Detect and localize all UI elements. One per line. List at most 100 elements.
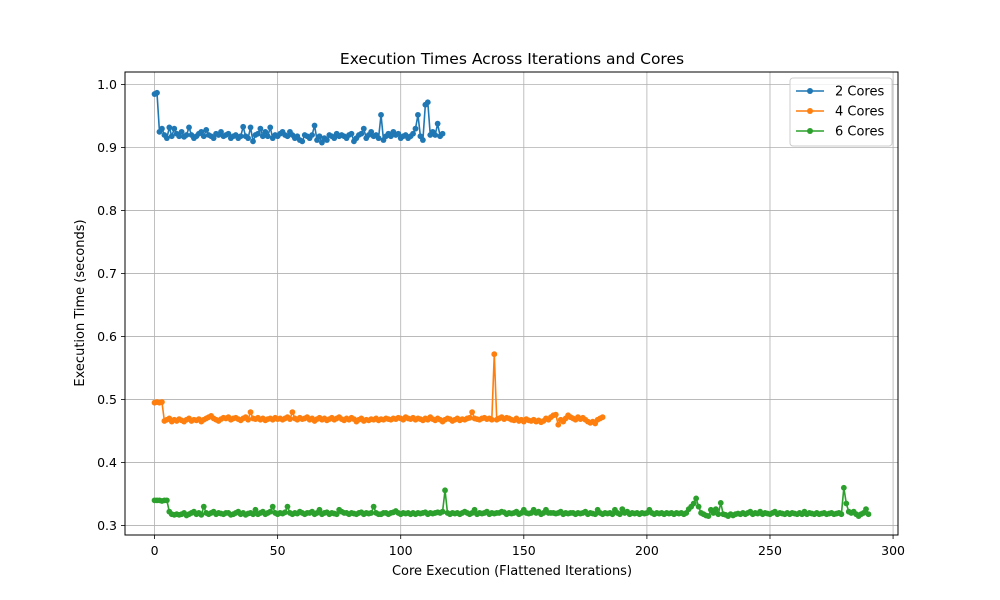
data-point xyxy=(471,506,478,513)
grid xyxy=(125,72,898,535)
data-point xyxy=(257,125,264,132)
data-point xyxy=(863,506,869,513)
data-point xyxy=(331,135,338,142)
data-point xyxy=(415,111,421,118)
x-tick-label: 0 xyxy=(151,543,159,558)
data-point xyxy=(259,133,266,140)
data-point xyxy=(469,409,476,416)
legend-label: 6 Cores xyxy=(835,125,884,140)
x-axis: 0 50 100 150 200 250 300 xyxy=(151,535,905,558)
x-tick-label: 250 xyxy=(758,543,782,558)
data-point xyxy=(267,508,274,515)
data-point xyxy=(368,510,375,516)
y-axis: 0.3 0.4 0.5 0.6 0.7 0.8 0.9 1.0 xyxy=(97,77,125,533)
data-point xyxy=(395,130,402,137)
data-point xyxy=(267,124,274,131)
data-point xyxy=(163,135,170,142)
legend: 2 Cores 4 Cores 6 Cores xyxy=(789,77,893,147)
x-axis-title: Core Execution (Flattened Iterations) xyxy=(392,564,632,579)
y-tick-label: 0.4 xyxy=(97,455,117,470)
plot-frame xyxy=(124,71,899,536)
data-point xyxy=(269,503,276,510)
data-point xyxy=(439,130,446,137)
data-point xyxy=(442,487,448,494)
data-point xyxy=(255,130,261,137)
data-point xyxy=(333,511,340,518)
data-point xyxy=(159,125,165,132)
data-point xyxy=(599,414,606,421)
data-point xyxy=(695,503,702,510)
data-point xyxy=(488,416,495,423)
x-tick-label: 100 xyxy=(389,543,413,558)
data-point xyxy=(616,511,623,518)
data-point xyxy=(299,138,306,145)
data-point xyxy=(323,137,330,143)
data-point xyxy=(178,128,185,135)
data-point xyxy=(370,503,377,510)
data-point xyxy=(183,132,190,138)
data-point xyxy=(705,513,712,519)
data-point xyxy=(360,125,367,132)
data-point xyxy=(245,135,251,142)
data-point xyxy=(210,135,217,142)
data-point xyxy=(247,409,254,416)
data-point xyxy=(247,124,254,131)
data-point xyxy=(466,414,473,421)
data-point xyxy=(171,125,178,132)
series-3 xyxy=(151,484,872,519)
x-tick-label: 150 xyxy=(512,543,536,558)
data-point xyxy=(552,411,559,418)
y-tick-label: 0.7 xyxy=(97,266,117,281)
series-1 xyxy=(151,89,446,146)
data-point xyxy=(690,500,697,507)
data-point xyxy=(838,511,845,518)
data-point xyxy=(555,421,562,428)
y-tick-label: 1.0 xyxy=(97,77,117,92)
data-point xyxy=(203,127,210,133)
x-tick-label: 50 xyxy=(270,543,286,558)
data-point xyxy=(166,124,173,131)
data-point xyxy=(154,89,160,96)
data-point xyxy=(237,133,244,140)
data-point xyxy=(717,499,724,506)
data-point xyxy=(434,120,441,127)
data-point xyxy=(311,122,318,129)
data-point xyxy=(316,506,323,513)
legend-marker xyxy=(807,108,813,114)
data-point xyxy=(840,484,847,491)
y-tick-label: 0.9 xyxy=(97,140,117,155)
data-point xyxy=(843,500,850,507)
legend-item: 6 Cores xyxy=(796,125,884,140)
legend-marker xyxy=(807,88,813,94)
data-point xyxy=(287,416,293,422)
y-axis-title: Execution Time (seconds) xyxy=(73,219,88,386)
y-tick-label: 0.6 xyxy=(97,329,117,344)
legend-item: 4 Cores xyxy=(796,105,884,120)
data-point xyxy=(200,133,207,140)
data-point xyxy=(168,133,175,140)
data-point xyxy=(424,99,431,106)
data-point xyxy=(693,495,700,502)
data-point xyxy=(245,416,251,423)
data-point xyxy=(348,130,355,137)
data-point xyxy=(252,506,259,513)
data-point xyxy=(200,503,207,510)
data-point xyxy=(159,399,165,405)
data-point xyxy=(240,123,247,130)
chart-title: Execution Times Across Iterations and Co… xyxy=(340,50,684,68)
data-point xyxy=(163,497,170,504)
data-point xyxy=(316,133,323,140)
x-tick-label: 300 xyxy=(881,543,905,558)
y-tick-label: 0.8 xyxy=(97,203,117,218)
data-point xyxy=(592,511,599,518)
x-tick-label: 200 xyxy=(635,543,659,558)
series-2 xyxy=(151,351,606,428)
data-point xyxy=(250,138,256,145)
legend-box xyxy=(789,77,893,147)
data-point xyxy=(387,133,394,140)
y-tick-label: 0.5 xyxy=(97,392,117,407)
data-point xyxy=(419,137,426,143)
legend-item: 2 Cores xyxy=(796,85,884,100)
data-point xyxy=(412,125,419,132)
